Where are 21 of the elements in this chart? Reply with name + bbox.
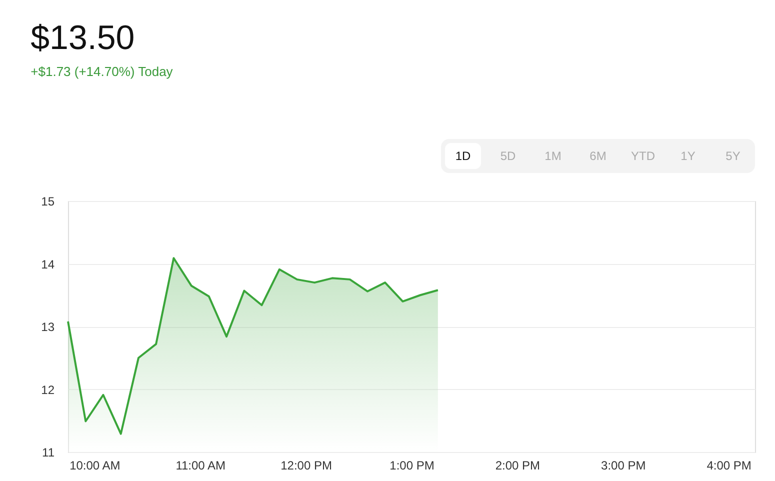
text: 5Y bbox=[726, 149, 740, 163]
chart-title: $13.50 bbox=[30, 19, 135, 57]
y-tick-label: 12 bbox=[41, 382, 55, 397]
y-tick-label: 15 bbox=[41, 194, 55, 208]
chart-subtitle: +$1.73 (+14.70%) Today bbox=[30, 64, 174, 79]
y-tick-label: 13 bbox=[41, 320, 55, 334]
x-tick-label: 11:00 AM bbox=[176, 458, 226, 472]
text: YTD bbox=[631, 149, 656, 163]
text: 1M bbox=[544, 149, 562, 163]
text: 6M bbox=[590, 149, 606, 163]
text: 1D bbox=[455, 149, 471, 163]
x-tick-label: 12:00 PM bbox=[280, 458, 332, 472]
y-tick-label: 11 bbox=[42, 446, 55, 460]
y-tick-label: 14 bbox=[41, 257, 55, 272]
text: 1Y bbox=[680, 149, 696, 163]
x-tick-label: 1:00 PM bbox=[390, 458, 434, 472]
x-tick-label: 4:00 PM bbox=[706, 458, 752, 472]
x-tick-label: 2:00 PM bbox=[495, 458, 540, 472]
x-tick-label: 10:00 AM bbox=[70, 458, 120, 472]
text: 5D bbox=[500, 149, 516, 163]
x-tick-label: 3:00 PM bbox=[601, 458, 646, 472]
